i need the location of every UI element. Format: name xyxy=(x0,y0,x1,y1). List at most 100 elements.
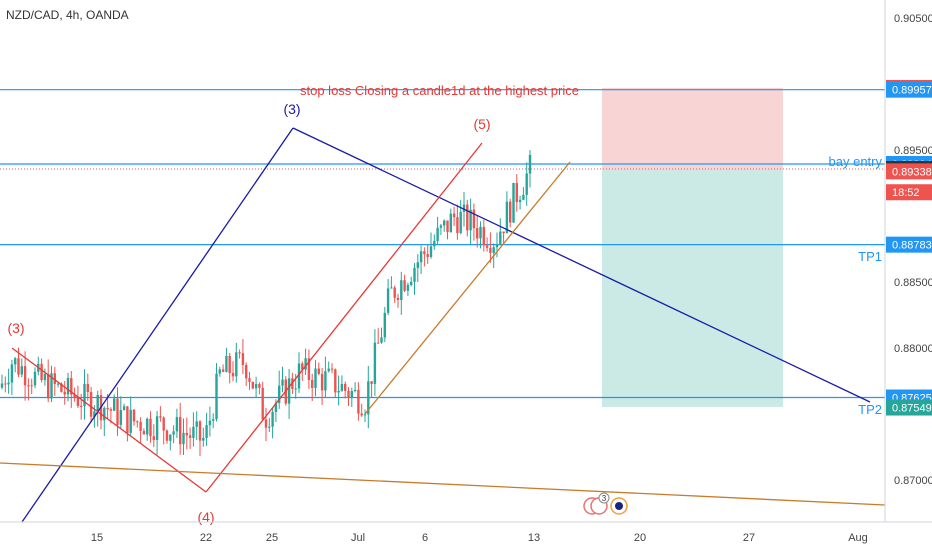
candle-body xyxy=(40,363,43,381)
take-profit-zone xyxy=(602,169,783,407)
date-tick-label: Aug xyxy=(848,532,868,544)
stop-loss-zone xyxy=(602,88,783,169)
price-label-box xyxy=(886,163,932,180)
candle-body xyxy=(360,413,363,416)
candle-body xyxy=(221,369,225,372)
candle-body xyxy=(155,416,159,440)
candle-body xyxy=(4,383,7,385)
event-count-badge xyxy=(598,492,610,504)
candle-body xyxy=(287,378,291,404)
candle-body xyxy=(518,199,522,203)
candle-body xyxy=(136,421,139,423)
wave-5-label: (5) xyxy=(473,116,490,132)
candle-body xyxy=(311,379,314,388)
candle-body xyxy=(271,412,274,427)
candle-body xyxy=(70,377,73,395)
candle-body xyxy=(469,209,472,231)
candle-body xyxy=(443,220,446,226)
wave-3-red-label: (3) xyxy=(7,320,24,336)
candle-body xyxy=(63,391,66,395)
candle-body xyxy=(56,383,60,385)
candle-body xyxy=(83,383,86,407)
candle-body xyxy=(433,241,436,247)
date-tick-label: 22 xyxy=(200,532,212,544)
price-labels: 0.899700.899570.893940.893560.8933818:52… xyxy=(886,79,932,416)
candle-body xyxy=(43,374,47,381)
candle-body xyxy=(340,383,344,391)
candle-body xyxy=(241,353,245,366)
candle-body xyxy=(162,417,165,431)
price-label-box xyxy=(886,81,932,98)
candle-body xyxy=(495,243,499,248)
candle-body xyxy=(294,388,297,390)
date-tick-label: 15 xyxy=(91,532,103,544)
candle-body xyxy=(238,352,241,354)
lower-support-line xyxy=(0,462,886,506)
candle-body xyxy=(228,355,231,373)
candle-body xyxy=(132,409,136,422)
candle-body xyxy=(205,425,208,438)
tp1-annotation: TP1 xyxy=(858,249,882,264)
price-ticks: 0.90500 0.89500 0.88500 0.88000 0.87000 xyxy=(894,13,932,487)
price-label-box xyxy=(886,236,932,253)
candle-body xyxy=(225,355,228,372)
candle-body xyxy=(403,280,406,291)
price-label-text: 0.87549 xyxy=(892,403,932,415)
candle-body xyxy=(14,358,17,365)
candle-body xyxy=(416,262,419,268)
price-label-text: 0.89957 xyxy=(892,85,932,97)
candle-body xyxy=(109,409,113,411)
candle-body xyxy=(419,251,423,263)
candle-body xyxy=(146,418,149,435)
candle-body xyxy=(33,371,37,386)
flag-dot-icon xyxy=(615,502,623,510)
price-tick-label: 0.89500 xyxy=(894,145,932,157)
candle-body xyxy=(525,173,528,195)
candle-body xyxy=(370,381,373,384)
candle-body xyxy=(254,383,258,389)
candle-body xyxy=(334,369,337,393)
wave-3-label: (3) xyxy=(283,101,300,117)
date-ticks: 15 22 25 Jul 6 13 20 27 Aug xyxy=(91,532,868,544)
candle-body xyxy=(17,358,20,375)
candle-body xyxy=(363,414,367,416)
candle-body xyxy=(314,368,317,388)
candle-body xyxy=(126,406,129,433)
candle-body xyxy=(89,392,93,417)
tp2-annotation: TP2 xyxy=(858,402,882,417)
candle-body xyxy=(281,379,284,386)
price-label-text: 0.89338 xyxy=(892,166,932,178)
price-tick-label: 0.87000 xyxy=(894,475,932,487)
candle-body xyxy=(93,411,96,417)
price-label-text: 0.88783 xyxy=(892,240,932,252)
candle-body xyxy=(327,368,330,372)
candle-body xyxy=(96,395,99,412)
wave-up-line xyxy=(21,127,294,523)
candle-body xyxy=(235,352,238,377)
candle-body xyxy=(159,416,162,418)
candle-body xyxy=(169,434,172,441)
candle-body xyxy=(261,387,264,420)
candle-body xyxy=(27,385,30,387)
date-tick-label: 13 xyxy=(528,532,540,544)
symbol-title: NZD/CAD, 4h, OANDA xyxy=(6,8,129,22)
candle-body xyxy=(377,342,380,344)
candle-body xyxy=(30,385,33,387)
candle-body xyxy=(278,385,281,403)
candle-body xyxy=(192,426,195,438)
candle-body xyxy=(20,366,23,375)
candle-body xyxy=(357,389,360,414)
candle-body xyxy=(353,389,357,392)
event-icons[interactable]: 3 xyxy=(583,492,628,515)
candle-body xyxy=(264,419,268,428)
price-axis[interactable] xyxy=(885,0,932,522)
candle-body xyxy=(380,337,383,343)
candle-body xyxy=(86,383,89,393)
candle-body xyxy=(304,358,307,370)
candle-body xyxy=(449,213,452,233)
candle-body xyxy=(149,418,152,437)
candle-body xyxy=(103,407,106,421)
price-label-box xyxy=(886,399,932,416)
candle-body xyxy=(10,364,14,383)
